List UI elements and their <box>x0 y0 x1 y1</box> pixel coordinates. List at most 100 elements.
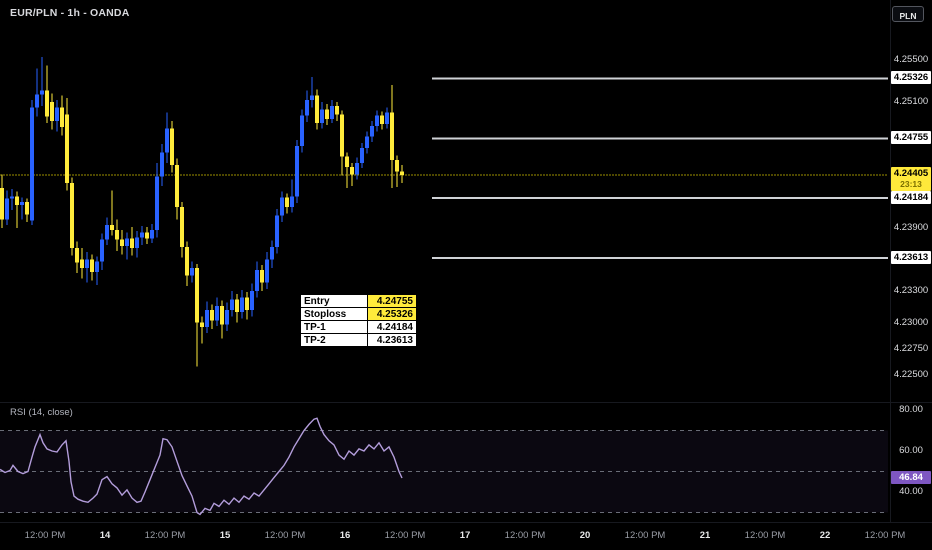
price-level-badge: 4.24755 <box>891 131 931 145</box>
candle-bullish <box>100 239 104 262</box>
candle-bullish <box>360 148 364 163</box>
candle-bearish <box>70 182 74 249</box>
candle-bullish <box>140 232 144 238</box>
candle-bearish <box>45 90 49 117</box>
price-axis-divider <box>890 0 891 522</box>
candle-bullish <box>205 310 209 327</box>
candle-bearish <box>65 114 69 183</box>
time-axis-divider <box>0 522 932 523</box>
candle-bearish <box>15 196 19 205</box>
candle-bullish <box>160 152 164 177</box>
current-price-value: 4.24405 <box>893 168 929 180</box>
candle-bullish <box>290 196 294 208</box>
candle-bullish <box>30 107 34 221</box>
current-price-badge: 4.24405 23:13 <box>891 167 931 192</box>
trade-table-row: TP-2 4.23613 <box>300 333 417 347</box>
candle-bearish <box>115 230 119 240</box>
rsi-tick-label: 80.00 <box>899 404 923 415</box>
candle-bearish <box>285 197 289 208</box>
time-label: 12:00 PM <box>24 530 66 541</box>
candle-bullish <box>215 305 219 321</box>
candle-bearish <box>130 238 134 249</box>
trade-table-row: Stoploss 4.25326 <box>300 307 417 321</box>
price-tick-label: 4.23900 <box>893 222 929 234</box>
symbol-legend[interactable]: EUR/PLN - 1h - OANDA <box>10 7 130 19</box>
candle-bullish <box>370 126 374 137</box>
time-label: 12:00 PM <box>624 530 666 541</box>
time-label-day: 14 <box>99 530 111 541</box>
candle-bullish <box>275 215 279 247</box>
candle-bullish <box>125 238 129 246</box>
candle-bullish <box>305 99 309 116</box>
time-label-day: 17 <box>459 530 471 541</box>
price-axis[interactable]: 4.25500 4.25100 4.23900 4.23300 4.23000 4.227… <box>890 0 932 522</box>
candle-bullish <box>310 95 314 100</box>
candle-bearish <box>220 305 224 325</box>
time-label: 12:00 PM <box>504 530 546 541</box>
price-tick-label: 4.23300 <box>893 285 929 297</box>
candle-bullish <box>85 259 89 268</box>
candle-bearish <box>335 106 339 115</box>
candle-bearish <box>350 167 354 175</box>
candle-bullish <box>320 109 324 124</box>
rsi-line <box>0 417 403 516</box>
candle-bearish <box>315 95 319 124</box>
trade-row-value: 4.23613 <box>367 333 417 347</box>
candle-bullish <box>55 107 59 121</box>
candle-bullish <box>105 224 109 240</box>
candle-bearish <box>75 248 79 263</box>
candle-bullish <box>165 128 169 153</box>
time-label-day: 21 <box>699 530 711 541</box>
pane-divider[interactable] <box>0 402 932 403</box>
candle-bullish <box>255 270 259 292</box>
price-level-badge: 4.23613 <box>891 251 931 265</box>
candle-bullish <box>225 310 229 325</box>
price-tick-label: 4.25500 <box>893 54 929 65</box>
time-label: 12:00 PM <box>264 530 306 541</box>
candle-bearish <box>380 115 384 125</box>
candle-bearish <box>60 107 64 128</box>
candle-bearish <box>400 171 404 176</box>
candle-bearish <box>80 259 84 268</box>
candle-bullish <box>375 115 379 127</box>
currency-toggle-button[interactable]: PLN <box>892 6 924 22</box>
candle-bullish <box>385 112 389 125</box>
candle-bearish <box>120 239 124 246</box>
candle-bullish <box>265 259 269 283</box>
rsi-indicator-label[interactable]: RSI (14, close) <box>10 407 73 418</box>
candle-bullish <box>250 291 254 310</box>
candle-bullish <box>150 230 154 239</box>
rsi-value-badge: 46.84 <box>891 470 931 484</box>
candle-bullish <box>155 176 159 231</box>
trade-row-value: 4.25326 <box>367 307 417 321</box>
candle-bearish <box>210 310 214 321</box>
candle-bullish <box>40 90 44 95</box>
time-axis[interactable]: 12:00 PM 14 12:00 PM 15 12:00 PM 16 12:00 PM 17… <box>0 522 932 550</box>
price-tick-label: 4.23000 <box>893 316 929 328</box>
candle-bullish <box>35 94 39 108</box>
trade-row-label: TP-2 <box>300 333 368 347</box>
candle-bullish <box>190 267 194 276</box>
candle-bullish <box>240 297 244 313</box>
price-tick-label: 4.25100 <box>893 96 929 108</box>
candle-bullish <box>95 261 99 273</box>
trade-row-value: 4.24184 <box>367 320 417 334</box>
time-label-day: 22 <box>819 530 831 541</box>
candle-bearish <box>90 259 94 273</box>
candle-bearish <box>25 201 29 215</box>
candle-bullish <box>135 237 139 249</box>
candle-bearish <box>260 270 264 283</box>
candle-bearish <box>200 322 204 327</box>
price-level-badge: 4.24184 <box>891 191 931 205</box>
time-label: 12:00 PM <box>744 530 786 541</box>
candle-bullish <box>230 299 234 310</box>
time-label-day: 16 <box>339 530 351 541</box>
trade-table-row: TP-1 4.24184 <box>300 320 417 334</box>
candle-bullish <box>295 146 299 197</box>
candle-bullish <box>365 136 369 149</box>
price-tick-label: 4.22500 <box>893 369 929 381</box>
trade-table-row: Entry 4.24755 <box>300 294 417 308</box>
time-label: 12:00 PM <box>864 530 906 541</box>
